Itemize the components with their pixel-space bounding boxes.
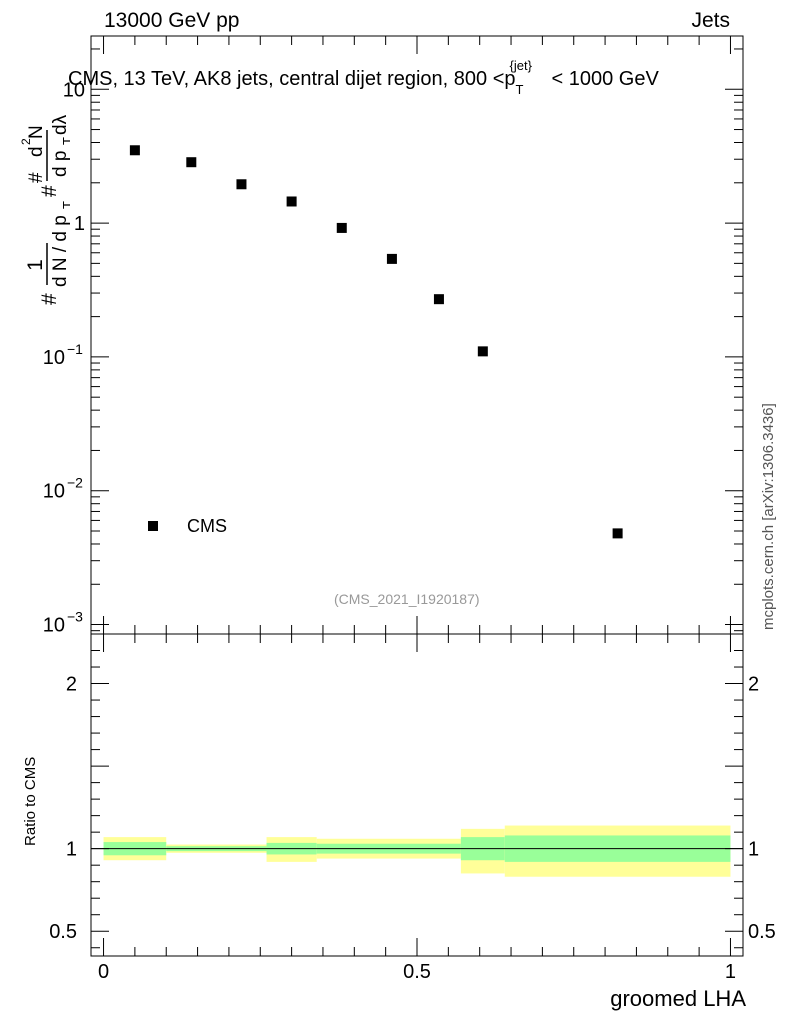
- svg-text:#: #: [38, 293, 61, 305]
- data-point: [286, 196, 297, 207]
- energy-label: 13000 GeV pp: [104, 9, 240, 32]
- main-y-tick-exponent: −2: [67, 475, 83, 491]
- data-point: [129, 145, 140, 156]
- x-axis-label: groomed LHA: [610, 986, 746, 1011]
- data-point: [336, 222, 347, 233]
- svg-text:T: T: [60, 137, 70, 145]
- svg-text:dλ: dλ: [50, 114, 70, 135]
- main-y-tick-label: 10: [43, 615, 65, 637]
- main-y-axis-label: # 1 d N / d p T # # d p T dλ d 2 N: [19, 114, 70, 305]
- ratio-y-tick-label-right: 2: [748, 674, 759, 696]
- svg-text:#: #: [38, 185, 61, 197]
- main-y-tick-label: 10: [43, 347, 65, 369]
- main-y-tick-exponent: −3: [67, 609, 83, 625]
- ratio-y-ticks: 0.5 0.5 1 1 2 2: [49, 650, 776, 949]
- x-tick-label: 0.5: [403, 961, 431, 983]
- main-y-tick-label: 10: [43, 481, 65, 503]
- svg-text:1: 1: [24, 259, 47, 271]
- data-point: [186, 157, 197, 168]
- data-point: [477, 346, 488, 357]
- x-tick-label: 1: [725, 961, 736, 983]
- main-y-tick-label: 10: [63, 79, 85, 101]
- legend: CMS: [148, 516, 227, 536]
- analysis-id: (CMS_2021_I1920187): [334, 591, 480, 607]
- plot-title-suffix: < 1000 GeV: [551, 68, 659, 90]
- data-markers: [129, 145, 623, 539]
- plot-title-prefix: CMS, 13 TeV, AK8 jets, central dijet reg…: [68, 68, 516, 90]
- plot-title: CMS, 13 TeV, AK8 jets, central dijet reg…: [68, 58, 659, 97]
- svg-text:#: #: [26, 172, 47, 183]
- plot-title-subscript: T: [515, 82, 524, 97]
- x-tick-label: 0: [98, 961, 109, 983]
- ratio-panel-frame: [90, 633, 744, 957]
- data-point: [386, 253, 397, 264]
- legend-marker: [148, 521, 158, 531]
- main-panel-frame: [90, 35, 744, 635]
- main-y-tick-exponent: −1: [67, 341, 83, 357]
- ratio-y-tick-label-right: 0.5: [748, 921, 776, 943]
- svg-text:2: 2: [19, 138, 33, 145]
- ratio-y-tick-label-left: 0.5: [49, 921, 77, 943]
- x-ticks: 0 0.5 1: [98, 36, 736, 983]
- category-label: Jets: [691, 9, 730, 32]
- data-point: [433, 294, 444, 305]
- ratio-y-tick-label-right: 1: [748, 839, 759, 861]
- main-y-tick-label: 1: [74, 213, 85, 235]
- ratio-bands: [103, 825, 731, 877]
- data-point: [236, 179, 247, 190]
- svg-text:d: d: [26, 146, 47, 157]
- svg-text:T: T: [60, 201, 70, 209]
- legend-label: CMS: [187, 516, 227, 536]
- svg-text:d N / d p: d N / d p: [50, 215, 70, 287]
- plot-title-superscript: {jet}: [509, 58, 532, 73]
- ratio-y-tick-label-left: 2: [66, 674, 77, 696]
- svg-text:N: N: [26, 125, 47, 139]
- data-point: [612, 528, 623, 539]
- ratio-y-tick-label-left: 1: [66, 839, 77, 861]
- svg-text:d p: d p: [50, 151, 70, 177]
